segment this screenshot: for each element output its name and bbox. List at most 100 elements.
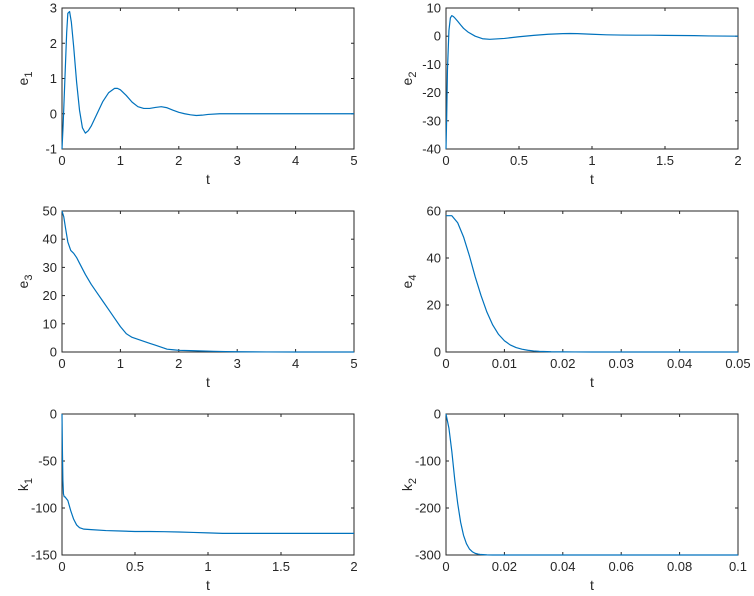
y-tick-label: 0 <box>434 29 441 44</box>
series-line <box>445 15 739 150</box>
y-tick-label: 0 <box>434 345 441 360</box>
x-tick-label: 1 <box>117 153 124 168</box>
x-tick-label: 0 <box>58 153 65 168</box>
y-tick-label: -200 <box>415 501 441 516</box>
axes-box <box>445 210 739 353</box>
y-tick-label: 1 <box>50 71 57 86</box>
y-axis-label-subscript: 1 <box>23 478 35 484</box>
x-tick-label: 0.08 <box>667 559 692 574</box>
y-axis-label-subscript: 2 <box>407 478 419 484</box>
y-axis-label-subscript: 3 <box>23 275 35 281</box>
x-tick-label: 0 <box>442 153 449 168</box>
x-axis-label: t <box>590 577 594 593</box>
x-tick-label: 0.05 <box>725 356 750 371</box>
x-tick-label: 0 <box>442 356 449 371</box>
subplot-k2: 0 0.02 0.04 0.06 0.08 0.1 -300 -200 -100 0 t k2 <box>399 407 747 594</box>
x-tick-label: 0 <box>58 559 65 574</box>
x-tick-label: 5 <box>350 356 357 371</box>
x-tick-label: 2 <box>350 559 357 574</box>
x-tick-label: 1 <box>204 559 211 574</box>
series-line <box>61 413 354 534</box>
x-tick-label: 4 <box>292 153 299 168</box>
y-axis-label-main: k <box>15 483 31 491</box>
x-axis-label: t <box>590 374 594 390</box>
x-tick-label: 0.5 <box>510 153 528 168</box>
x-tick-label: 3 <box>234 356 241 371</box>
y-axis-label-main: e <box>15 280 31 288</box>
y-axis-label-subscript: 4 <box>407 275 419 281</box>
y-tick-label: -300 <box>415 548 441 563</box>
x-tick-label: 2 <box>734 153 741 168</box>
y-tick-label: -100 <box>415 454 441 469</box>
y-axis-label: e1 <box>15 72 35 86</box>
axes-box <box>61 413 355 556</box>
axes-box <box>445 413 739 556</box>
x-tick-label: 4 <box>292 356 299 371</box>
y-tick-label: 20 <box>427 298 441 313</box>
axes-box <box>61 210 355 353</box>
x-tick-label: 0.02 <box>492 559 517 574</box>
x-tick-label: 0.04 <box>667 356 692 371</box>
series-line <box>61 210 354 353</box>
y-tick-label: 20 <box>43 288 57 303</box>
y-tick-label: -30 <box>422 113 441 128</box>
y-tick-label: -100 <box>31 501 57 516</box>
y-tick-label: 40 <box>43 232 57 247</box>
x-axis-label: t <box>206 171 210 187</box>
x-tick-label: 0.1 <box>729 559 747 574</box>
y-axis-label: e4 <box>399 275 419 289</box>
x-tick-label: 1.5 <box>272 559 290 574</box>
x-tick-label: 2 <box>175 153 182 168</box>
y-axis-label: e3 <box>15 275 35 289</box>
y-tick-label: 3 <box>50 1 57 16</box>
axes-box <box>61 7 355 150</box>
x-tick-label: 0.06 <box>609 559 634 574</box>
y-tick-label: 0 <box>50 407 57 422</box>
y-tick-label: -150 <box>31 548 57 563</box>
x-tick-label: 2 <box>175 356 182 371</box>
x-tick-label: 0 <box>442 559 449 574</box>
y-axis-label-main: e <box>399 77 415 85</box>
y-tick-label: 30 <box>43 260 57 275</box>
x-tick-label: 1.5 <box>656 153 674 168</box>
y-tick-label: 40 <box>427 251 441 266</box>
y-tick-label: -1 <box>45 142 57 157</box>
x-tick-label: 0.02 <box>550 356 575 371</box>
axes-box <box>445 7 739 150</box>
y-tick-label: 60 <box>427 204 441 219</box>
x-tick-label: 0.01 <box>492 356 517 371</box>
x-tick-label: 5 <box>350 153 357 168</box>
y-axis-label-main: e <box>15 77 31 85</box>
series-line <box>445 413 738 556</box>
y-tick-label: -40 <box>422 142 441 157</box>
y-axis-label: k1 <box>15 478 35 491</box>
y-tick-label: 50 <box>43 204 57 219</box>
y-tick-label: 10 <box>43 316 57 331</box>
y-axis-label-subscript: 2 <box>407 72 419 78</box>
y-axis-label-main: k <box>399 483 415 491</box>
y-tick-label: -50 <box>38 454 57 469</box>
x-tick-label: 0.04 <box>550 559 575 574</box>
y-tick-label: 0 <box>50 106 57 121</box>
x-tick-label: 3 <box>234 153 241 168</box>
y-tick-label: 10 <box>427 1 441 16</box>
y-tick-label: 0 <box>434 407 441 422</box>
y-axis-label: e2 <box>399 72 419 86</box>
x-tick-label: 0 <box>58 356 65 371</box>
y-tick-label: -20 <box>422 85 441 100</box>
series-line <box>446 215 738 353</box>
y-tick-label: 0 <box>50 345 57 360</box>
x-axis-label: t <box>590 171 594 187</box>
x-axis-label: t <box>206 577 210 593</box>
x-axis-label: t <box>206 374 210 390</box>
y-tick-label: -10 <box>422 57 441 72</box>
series-line <box>61 10 354 150</box>
subplot-e4: 0 0.01 0.02 0.03 0.04 0.05 0 20 40 60 t e4 <box>399 204 751 391</box>
x-tick-label: 0.5 <box>126 559 144 574</box>
y-axis-label-main: e <box>399 280 415 288</box>
